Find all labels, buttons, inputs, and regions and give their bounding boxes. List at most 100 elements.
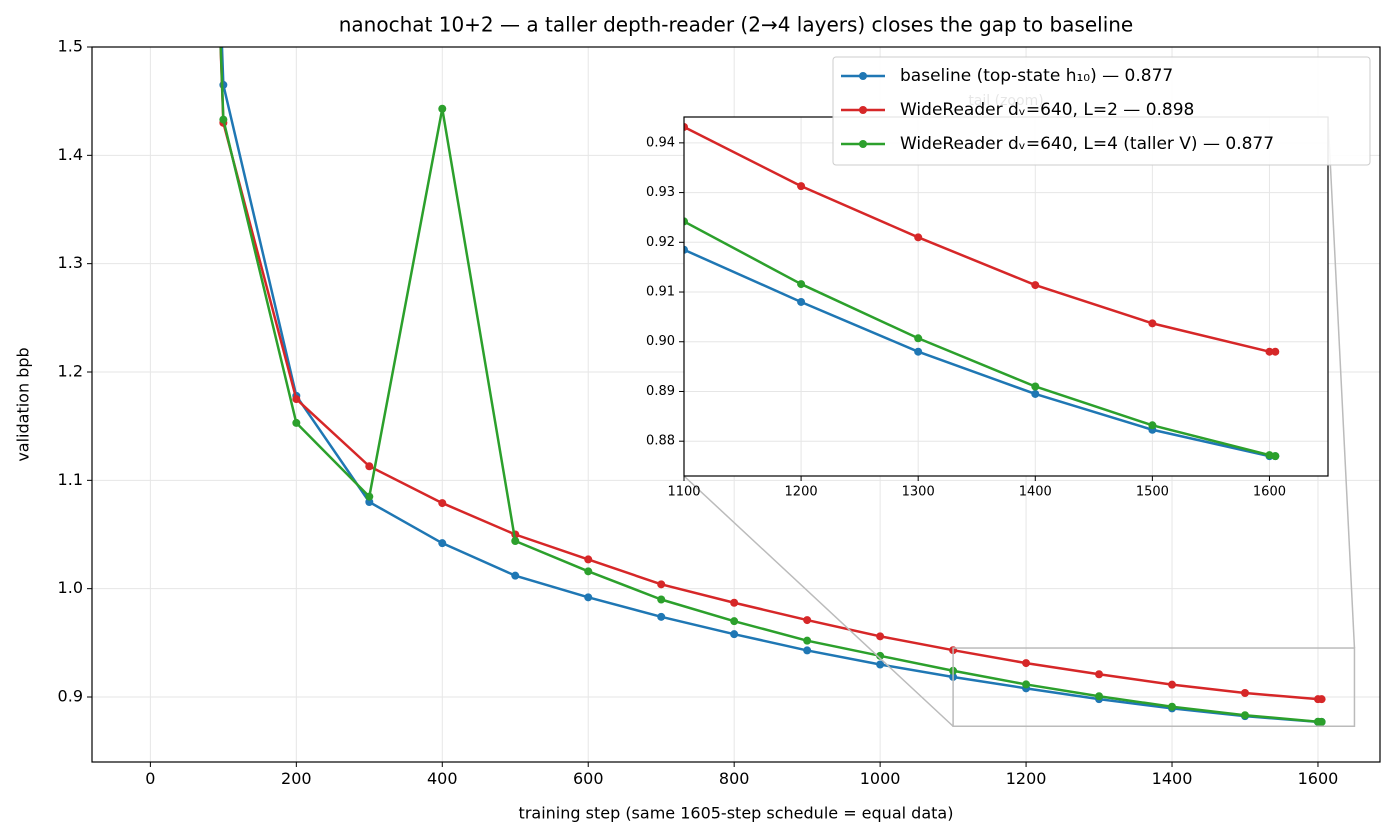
y-tick-label: 0.91: [646, 285, 675, 300]
point: [584, 555, 593, 564]
point: [730, 630, 739, 639]
series-group: [684, 122, 1280, 461]
point: [876, 651, 885, 660]
series-line: [684, 125, 1276, 353]
y-tick-label: 0.90: [646, 334, 675, 349]
legend-label: WideReader dᵥ=640, L=4 (taller V) — 0.87…: [900, 134, 1274, 154]
zoom-connector: [1327, 116, 1356, 649]
x-tick-label: 800: [719, 769, 750, 788]
point: [1031, 281, 1040, 290]
x-tick-label: 1500: [1136, 484, 1169, 499]
point: [365, 492, 374, 501]
point: [1168, 702, 1177, 711]
series-line: [219, 47, 1322, 701]
point: [292, 418, 301, 427]
x-tick-label: 1300: [902, 484, 935, 499]
point: [1317, 717, 1326, 726]
legend-label: baseline (top-state h₁₀) — 0.877: [900, 66, 1173, 86]
legend: baseline (top-state h₁₀) — 0.877 WideRead…: [832, 56, 1371, 166]
plot-area: [684, 117, 1328, 476]
point: [1148, 421, 1157, 430]
legend-marker: [859, 106, 867, 114]
legend-box: [832, 56, 1371, 166]
point: [797, 280, 806, 289]
y-tick-label: 1.3: [58, 253, 83, 272]
axes: 1100 1200 1300 1400 1500 1600 0.88 0.89 0.90 0.91…: [646, 117, 1328, 499]
point: [1271, 347, 1280, 356]
x-tick-label: 600: [573, 769, 604, 788]
point: [1317, 695, 1326, 704]
point: [1148, 319, 1157, 328]
y-tick-label: 0.9: [58, 687, 83, 706]
point: [876, 632, 885, 641]
point: [1022, 659, 1031, 668]
point: [1022, 680, 1031, 689]
point: [438, 104, 447, 113]
y-tick-label: 1.4: [58, 145, 83, 164]
x-tick-label: 1600: [1298, 769, 1339, 788]
y-tick-label: 1.5: [58, 37, 83, 56]
point: [511, 571, 520, 580]
point: [1240, 688, 1249, 697]
x-tick-label: 1100: [667, 484, 700, 499]
point: [803, 636, 812, 645]
point: [684, 122, 688, 131]
x-tick-label: 200: [281, 769, 312, 788]
legend-marker: [859, 140, 867, 148]
point: [657, 595, 666, 604]
point: [657, 580, 666, 589]
x-axis-label: training step (same 1605-step schedule =…: [519, 804, 954, 823]
point: [438, 539, 447, 548]
point: [797, 182, 806, 191]
x-tick-label: 1200: [1006, 769, 1047, 788]
point: [914, 233, 923, 242]
point: [684, 245, 688, 254]
series-line: [219, 47, 1322, 724]
point: [684, 217, 688, 226]
y-tick-label: 0.92: [646, 235, 675, 250]
y-tick-label: 1.0: [58, 578, 83, 597]
point: [219, 115, 228, 124]
x-tick-label: 1400: [1019, 484, 1052, 499]
legend-marker: [859, 72, 867, 80]
point: [797, 297, 806, 306]
axes-frame: [91, 46, 1381, 763]
point: [914, 334, 923, 343]
point: [730, 598, 739, 607]
x-tick-label: 0: [145, 769, 155, 788]
point: [1095, 670, 1104, 679]
point: [1168, 680, 1177, 689]
point: [1031, 389, 1040, 398]
chart-title: nanochat 10+2 — a taller depth-reader (2…: [339, 13, 1133, 37]
point: [1240, 711, 1249, 720]
legend-label: WideReader dᵥ=640, L=2 — 0.898: [900, 100, 1194, 120]
point: [876, 660, 885, 669]
zoom-box: [952, 647, 1356, 727]
y-tick-label: 0.89: [646, 384, 675, 399]
x-tick-label: 1200: [785, 484, 818, 499]
point: [803, 616, 812, 625]
series-group: [219, 47, 1326, 726]
y-tick-label: 0.93: [646, 185, 675, 200]
point: [1095, 692, 1104, 701]
series-line: [684, 219, 1276, 458]
x-tick-label: 1400: [1152, 769, 1193, 788]
point: [730, 617, 739, 626]
point: [292, 395, 301, 404]
point: [584, 567, 593, 576]
point: [365, 462, 374, 471]
y-tick-label: 0.88: [646, 434, 675, 449]
point: [914, 347, 923, 356]
series-line: [684, 248, 1276, 458]
point: [584, 593, 593, 602]
point: [511, 537, 520, 545]
zoom-connector: [683, 475, 954, 727]
y-axis-label: validation bpb: [14, 347, 33, 461]
point: [438, 499, 447, 508]
y-tick-label: 1.1: [58, 470, 83, 489]
point: [803, 646, 812, 655]
point: [657, 612, 666, 621]
y-tick-label: 0.94: [646, 135, 675, 150]
